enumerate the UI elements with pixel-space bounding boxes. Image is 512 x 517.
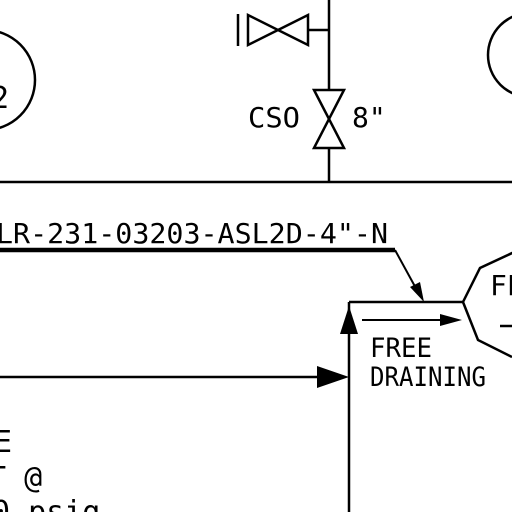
line-number: LR-231-03203-ASL2D-4"-N [0,217,388,250]
leader-arrowhead [410,282,424,302]
left-text-fragment-2: T @ [0,461,42,496]
note-draining: DRAINING [370,362,486,393]
left-text-fragment-1: E [0,425,12,460]
flow-arrow-up [340,306,358,334]
note-free: FREE [370,333,432,364]
valve-size: 8" [352,101,386,134]
gate-valve-horizontal-left [246,12,281,48]
instrument-bubble-right [486,15,512,95]
cso-valve-bottom [311,116,347,150]
gate-valve-horizontal-right [275,12,310,48]
equipment-symbol-right [461,251,512,359]
instrument-bubble-left-text: 2 [0,81,9,116]
equipment-text-right: FL [490,269,512,302]
cso-valve-top [311,88,347,122]
left-text-fragment-3: 0 psig [0,495,100,512]
slope-arrowhead [440,314,462,326]
valve-label: CSO [248,101,300,134]
instrument-bubble-left [0,31,37,129]
inlet-arrowhead [317,366,349,388]
